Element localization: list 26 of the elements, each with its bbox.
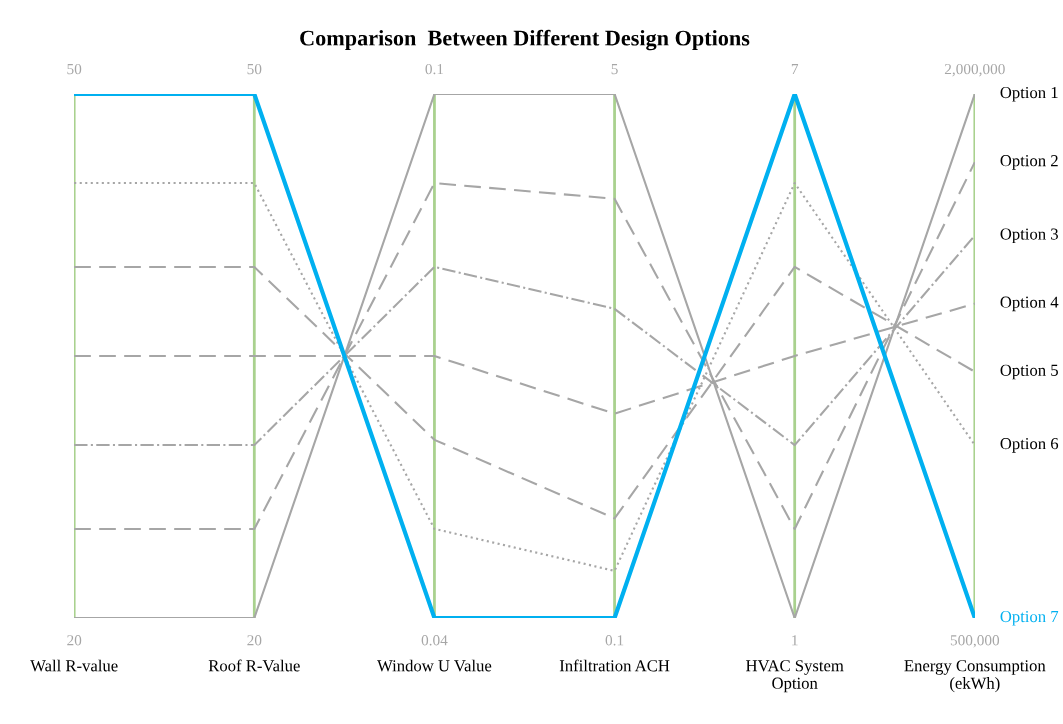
series-label: Option 6: [1000, 438, 1059, 453]
annotation: 7: [791, 64, 799, 75]
series-label: Option 7: [1000, 610, 1059, 626]
series-label: Option 2: [1000, 155, 1058, 170]
x-tick-label: Wall R-value: [30, 659, 118, 672]
chart-title: Comparison Between Different Design Options: [300, 29, 750, 51]
x-tick-label: HVAC System Option: [746, 660, 844, 693]
x-tick-label: Energy Consumption (ekWh): [904, 660, 1046, 693]
annotation: 50: [247, 63, 262, 75]
x-tick-label: Roof R-Value: [208, 659, 300, 672]
x-tick-label: Window U Value: [377, 659, 492, 672]
x-tick-label: Infiltration ACH: [559, 659, 670, 672]
annotation: 0.04: [421, 635, 448, 646]
annotation: 20: [67, 635, 82, 646]
annotation: 1: [792, 635, 798, 646]
series-label: Option 4: [1000, 296, 1059, 312]
annotation: 500,000: [950, 635, 1000, 648]
annotation: 50: [67, 63, 82, 75]
annotation: 0.1: [425, 63, 444, 75]
series-label: Option 3: [1000, 228, 1058, 244]
annotation: 0.1: [605, 635, 624, 646]
series-label: Option 5: [1000, 364, 1058, 380]
annotation: 20: [247, 635, 262, 646]
annotation: 5: [611, 64, 618, 75]
series-label: Option 1: [1000, 86, 1058, 102]
annotation: 2,000,000: [944, 63, 1005, 77]
